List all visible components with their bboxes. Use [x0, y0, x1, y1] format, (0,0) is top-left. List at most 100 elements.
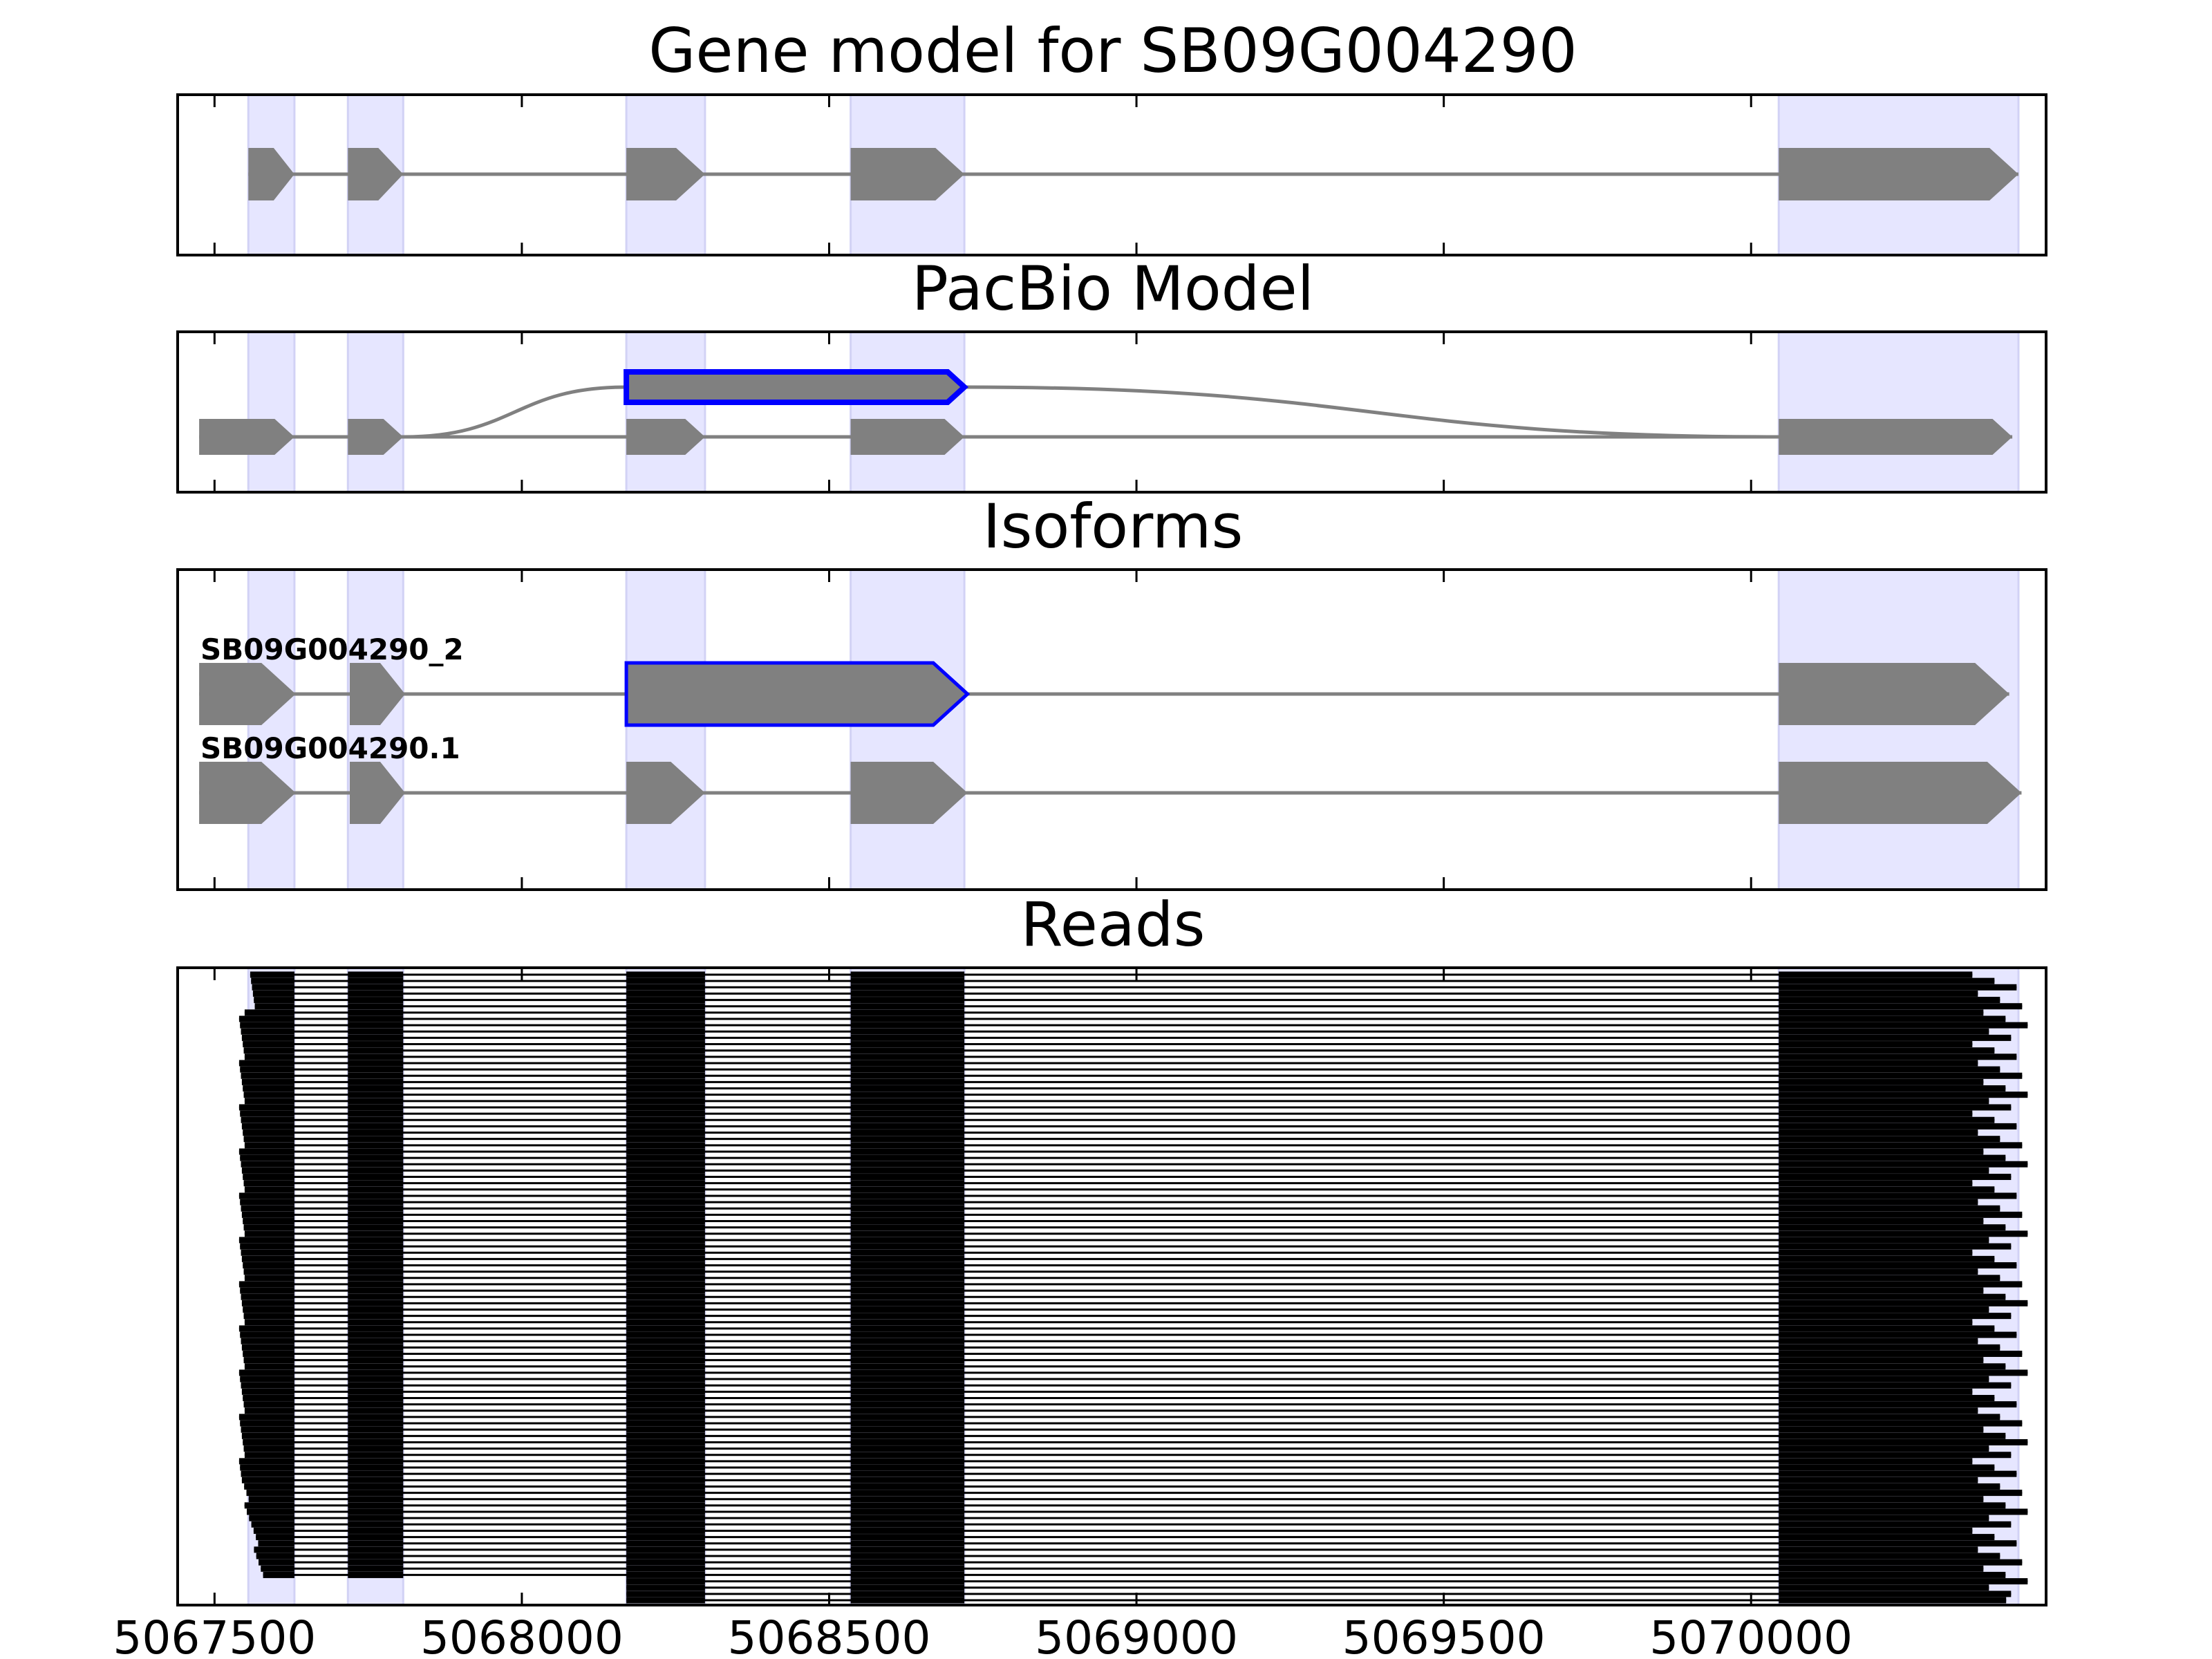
read-exon — [348, 1452, 404, 1459]
read — [238, 1281, 2023, 1288]
read-exon — [348, 1161, 404, 1168]
read-exon — [850, 1009, 965, 1016]
read-exon — [850, 1041, 965, 1048]
read — [244, 1009, 1984, 1016]
isoform-exon — [350, 663, 405, 725]
read-exon — [1779, 1066, 2000, 1073]
read-exon — [850, 1369, 965, 1376]
read — [251, 977, 1995, 984]
read-exon — [1779, 1230, 2028, 1237]
read-exon — [1779, 1591, 2012, 1597]
pacbio-exon-2 — [348, 419, 404, 455]
read-exon — [850, 1458, 965, 1465]
read-exon — [348, 1338, 404, 1344]
read-exon — [348, 1136, 404, 1143]
read-exon — [1779, 1268, 1978, 1275]
read-exon — [850, 1003, 965, 1010]
read — [243, 1180, 1973, 1187]
read-exon — [850, 1445, 965, 1452]
read-exon — [348, 1104, 404, 1111]
read-exon — [243, 1313, 294, 1320]
read-exon — [243, 1394, 294, 1401]
read-exon — [348, 1028, 404, 1035]
read — [243, 1041, 1973, 1048]
read-exon — [348, 1540, 404, 1547]
read-exon — [348, 1426, 404, 1433]
read-exon — [243, 1136, 294, 1143]
read-exon — [1779, 1331, 2017, 1338]
read-exon — [626, 1281, 705, 1288]
read-exon — [850, 1142, 965, 1149]
read-exon — [626, 1085, 705, 1092]
read-exon — [243, 1047, 294, 1054]
read-exon — [243, 1091, 294, 1098]
read-exon — [626, 1477, 705, 1483]
read-exon — [626, 1009, 705, 1016]
read-exon — [850, 1407, 965, 1414]
read — [241, 1293, 2006, 1300]
read — [244, 1319, 1973, 1326]
read-exon — [850, 1464, 965, 1471]
read — [244, 1407, 1978, 1414]
read-exon — [1779, 1534, 1995, 1541]
read-exon — [850, 1110, 965, 1117]
read — [626, 1597, 2007, 1604]
read-exon — [1779, 1091, 2028, 1098]
read-exon — [850, 1350, 965, 1357]
read-exon — [1779, 1041, 1973, 1048]
read-exon — [1779, 1401, 2017, 1408]
read-exon — [850, 1148, 965, 1155]
read-exon — [626, 997, 705, 1004]
isoform-exon — [1779, 663, 2009, 725]
read-exon — [243, 1174, 294, 1181]
pacbio-exon-band-2 — [346, 330, 404, 494]
read-exon — [850, 1243, 965, 1250]
read-exon — [1779, 1249, 1973, 1256]
read-exon — [626, 1205, 705, 1212]
isoforms-panel: SB09G004290_2 SB09G004290.1 — [176, 568, 2047, 891]
read-exon — [238, 1104, 294, 1111]
read-exon — [626, 1104, 705, 1111]
read-exon — [248, 1496, 294, 1503]
read — [244, 1230, 2028, 1237]
read — [241, 1477, 1978, 1483]
read — [238, 1325, 1995, 1332]
read-exon — [850, 1319, 965, 1326]
read-exon — [348, 1319, 404, 1326]
read-exon — [348, 1559, 404, 1566]
read-exon — [259, 1559, 294, 1566]
read-exon — [850, 1452, 965, 1459]
read-exon — [850, 1426, 965, 1433]
read-exon — [626, 1382, 705, 1389]
read-exon — [252, 990, 294, 997]
read — [256, 1553, 2000, 1559]
read-exon — [348, 1401, 404, 1408]
x-axis-tick-labels: 5067500 5068000 5068500 5069000 5069500 50700… — [113, 1611, 1853, 1659]
read-exon — [348, 1490, 404, 1497]
read-exon — [1779, 1597, 2007, 1604]
read-exon — [850, 1249, 965, 1256]
read — [241, 1116, 1995, 1123]
read-exon — [626, 1376, 705, 1382]
read-exon — [626, 1357, 705, 1364]
read-exon — [348, 1022, 404, 1029]
read-exon — [1779, 1452, 2012, 1459]
read-exon — [1779, 1313, 2012, 1320]
read — [251, 1521, 2012, 1528]
pacbio-exon-5 — [1779, 419, 2013, 455]
read-exon — [626, 1142, 705, 1149]
read-exon — [1779, 1028, 1989, 1035]
read-exon — [626, 1407, 705, 1414]
read-exon — [348, 1066, 404, 1073]
read-exon — [626, 1319, 705, 1326]
read-exon — [850, 1527, 965, 1534]
read-exon — [1779, 1199, 1978, 1206]
read — [243, 1394, 1995, 1401]
read-exon — [1779, 1376, 1989, 1382]
read — [241, 1470, 2017, 1477]
read-exon — [626, 1186, 705, 1193]
read-exon — [243, 1438, 294, 1445]
read — [238, 1104, 2012, 1111]
read-exon — [1779, 1098, 1989, 1105]
read-exon — [626, 1078, 705, 1085]
